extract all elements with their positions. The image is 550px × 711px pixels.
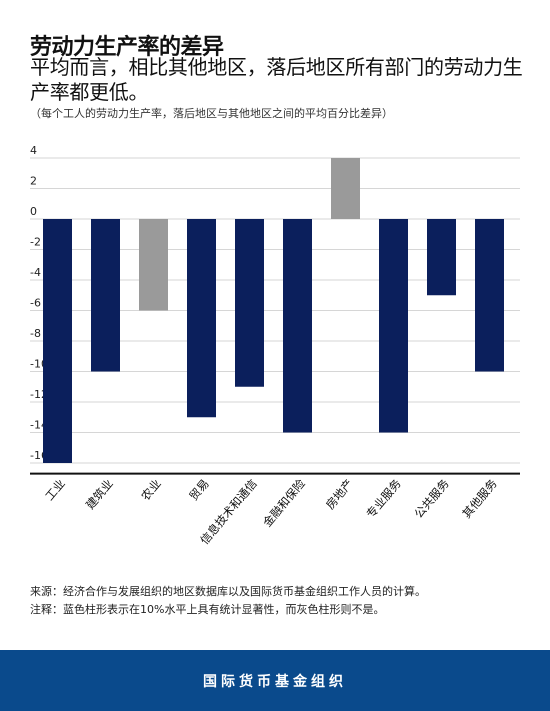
y-tick-label: -2 [30,236,41,249]
bar [235,219,264,387]
footer-org-name: 国际货币基金组织 [203,673,347,690]
x-tick-label: 农业 [138,477,164,504]
bar [139,219,168,311]
x-tick-label: 贸易 [186,477,212,504]
y-tick-label: 4 [30,144,37,157]
x-tick-label: 建筑业 [83,477,116,512]
footer-bar: 国际货币基金组织 [0,650,550,711]
bar [43,219,72,463]
x-tick-label: 专业服务 [364,476,405,521]
x-tick-label: 金融和保险 [260,476,308,529]
x-tick-label: 其他服务 [460,476,501,521]
y-tick-label: -6 [30,297,41,310]
y-tick-label: -8 [30,327,41,340]
y-tick-label: 2 [30,175,37,188]
bar [331,158,360,219]
bar [427,219,456,296]
bar [91,219,120,372]
bar [187,219,216,418]
chart-subtitle: 平均而言，相比其他地区，落后地区所有部门的劳动力生产率都更低。 [30,55,523,104]
bar [475,219,504,372]
source-text: 来源：经济合作与发展组织的地区数据库以及国际货币基金组织工作人员的计算。 [30,585,426,598]
y-tick-label: 0 [30,205,37,218]
source-notes: 来源：经济合作与发展组织的地区数据库以及国际货币基金组织工作人员的计算。 注释：… [30,583,426,619]
chart-title: 劳动力生产率的差异 [30,35,224,60]
bar-chart: 420-2-4-6-8-10-12-14-16工业 建筑业 农业 贸易信息技术和通信金… [30,144,520,547]
footnote-text: 注释：蓝色柱形表示在10%水平上具有统计显著性，而灰色柱形则不是。 [30,603,385,616]
x-tick-label: 公共服务 [412,476,453,521]
x-tick-label: 房地产 [323,477,356,512]
y-tick-label: -4 [30,266,41,279]
chart-note: （每个工人的劳动力生产率，落后地区与其他地区之间的平均百分比差异） [30,107,393,120]
x-tick-label: 工业 [42,477,68,504]
bar [283,219,312,433]
bar [379,219,408,433]
